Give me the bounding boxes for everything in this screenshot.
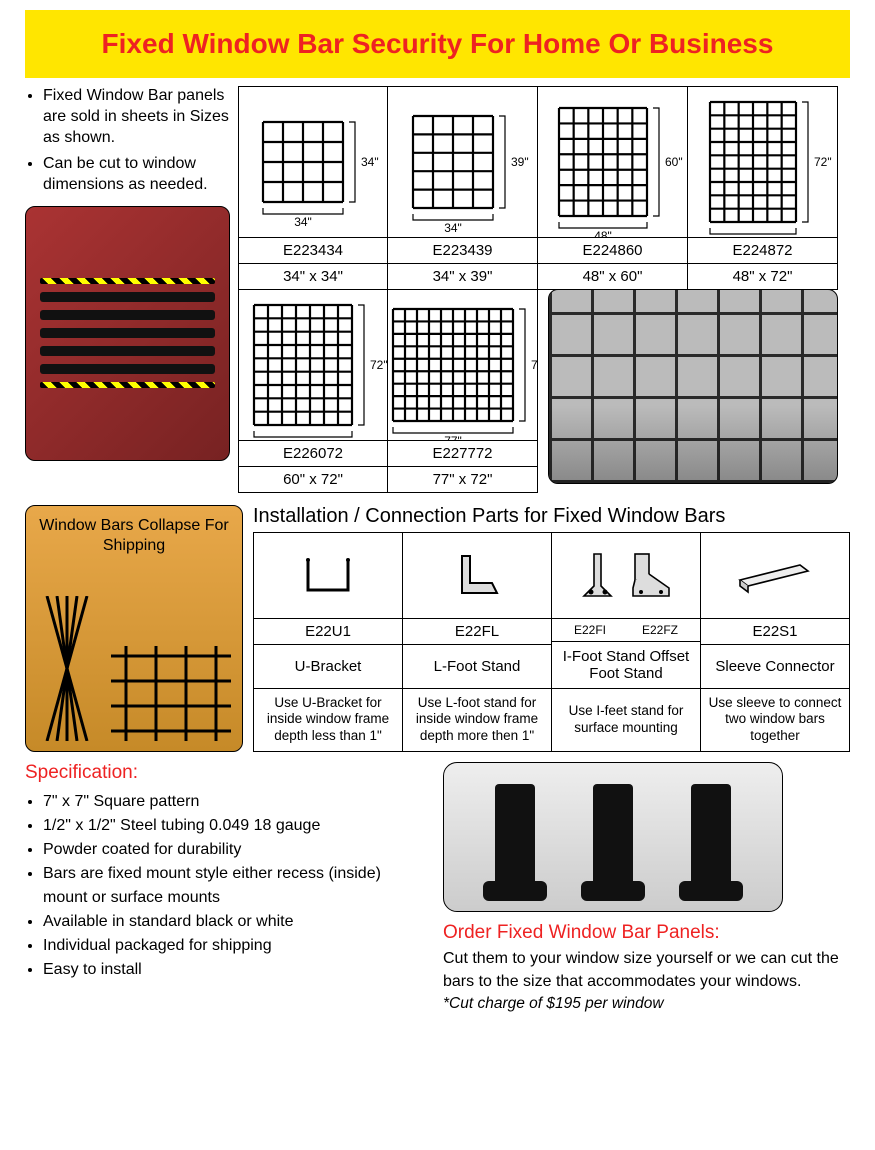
product-size: 34" x 39"	[388, 263, 537, 289]
product-code: E223439	[388, 237, 537, 263]
mid-section: Window Bars Collapse For Shipping Instal…	[25, 505, 850, 753]
product-cell: 77" 72" E227772 77" x 72"	[388, 289, 538, 493]
product-diagram: 77" 72"	[388, 290, 537, 440]
order-text: Cut them to your window size yourself or…	[443, 948, 850, 993]
product-size: 48" x 72"	[688, 263, 837, 289]
product-cell: 48" 72" E224872 48" x 72"	[688, 86, 838, 290]
window-bar-photo	[25, 206, 230, 461]
product-row: 34" 34" E223434 34" x 34" 34" 39" E223439 …	[238, 86, 850, 290]
parts-column: E22FL L-Foot Stand Use L-foot stand for …	[403, 532, 552, 753]
product-row: 60" 72" E226072 60" x 72" 77" 72" E227772 …	[238, 289, 538, 493]
spec-item: Available in standard black or white	[43, 910, 425, 934]
spec-title: Specification:	[25, 762, 425, 784]
intro-bullet: Fixed Window Bar panels are sold in shee…	[43, 86, 230, 148]
collapse-shipping-photo: Window Bars Collapse For Shipping	[25, 505, 243, 753]
product-code: E224860	[538, 237, 687, 263]
part-code: E22FL	[403, 618, 551, 644]
page-title: Fixed Window Bar Security For Home Or Bu…	[35, 28, 840, 60]
part-code: E22U1	[254, 618, 402, 644]
svg-text:60": 60"	[665, 155, 683, 169]
svg-text:72": 72"	[370, 358, 387, 372]
intro-bullets: Fixed Window Bar panels are sold in shee…	[25, 86, 230, 196]
feet-photo	[443, 762, 783, 912]
part-description: Use L-foot stand for inside window frame…	[403, 688, 551, 752]
order-column: Order Fixed Window Bar Panels: Cut them …	[443, 762, 850, 1013]
svg-text:72": 72"	[814, 155, 832, 169]
product-code: E226072	[239, 440, 387, 466]
part-description: Use I-feet stand for surface mounting	[552, 688, 700, 752]
parts-title: Installation / Connection Parts for Fixe…	[253, 505, 850, 528]
svg-text:34": 34"	[444, 221, 462, 235]
product-size: 34" x 34"	[239, 263, 387, 289]
foot-shape	[691, 784, 731, 899]
title-banner: Fixed Window Bar Security For Home Or Bu…	[25, 10, 850, 78]
svg-text:34": 34"	[294, 215, 312, 229]
product-size: 48" x 60"	[538, 263, 687, 289]
spec-item: 1/2" x 1/2" Steel tubing 0.049 18 gauge	[43, 814, 425, 838]
svg-text:60": 60"	[294, 438, 312, 440]
part-description: Use sleeve to connect two window bars to…	[701, 688, 849, 752]
part-name: U-Bracket	[254, 644, 402, 688]
order-note: *Cut charge of $195 per window	[443, 995, 850, 1013]
page: Fixed Window Bar Security For Home Or Bu…	[0, 0, 875, 1038]
svg-text:48": 48"	[744, 235, 762, 237]
part-icon	[701, 533, 849, 618]
collapse-caption: Window Bars Collapse For Shipping	[36, 516, 232, 556]
part-name: L-Foot Stand	[403, 644, 551, 688]
parts-column: E22FIE22FZ I-Foot Stand Offset Foot Stan…	[552, 532, 701, 753]
top-section: Fixed Window Bar panels are sold in shee…	[25, 86, 850, 493]
product-diagram: 34" 34"	[239, 87, 387, 237]
part-icon	[403, 533, 551, 618]
svg-text:77": 77"	[444, 434, 462, 440]
parts-column: E22S1 Sleeve Connector Use sleeve to con…	[701, 532, 850, 753]
product-cell: 34" 39" E223439 34" x 39"	[388, 86, 538, 290]
product-code: E223434	[239, 237, 387, 263]
part-description: Use U-Bracket for inside window frame de…	[254, 688, 402, 752]
intro-column: Fixed Window Bar panels are sold in shee…	[25, 86, 230, 493]
spec-list: 7" x 7" Square pattern1/2" x 1/2" Steel …	[25, 790, 425, 982]
product-cell: 60" 72" E226072 60" x 72"	[238, 289, 388, 493]
product-cell: 48" 60" E224860 48" x 60"	[538, 86, 688, 290]
spec-item: Individual packaged for shipping	[43, 934, 425, 958]
foot-shape	[593, 784, 633, 899]
spec-item: Bars are fixed mount style either recess…	[43, 862, 425, 910]
bottom-section: Specification: 7" x 7" Square pattern1/2…	[25, 762, 850, 1013]
part-code: E22FIE22FZ	[552, 618, 700, 641]
foot-shape	[495, 784, 535, 899]
intro-bullet: Can be cut to window dimensions as neede…	[43, 154, 230, 196]
part-code: E22S1	[701, 618, 849, 644]
svg-text:39": 39"	[511, 155, 529, 169]
product-size: 77" x 72"	[388, 466, 537, 492]
products-grid: 34" 34" E223434 34" x 34" 34" 39" E223439 …	[238, 86, 850, 493]
parts-table: E22U1 U-Bracket Use U-Bracket for inside…	[253, 532, 850, 753]
order-title: Order Fixed Window Bar Panels:	[443, 922, 850, 944]
part-icon	[552, 533, 700, 618]
svg-text:34": 34"	[361, 155, 379, 169]
svg-text:48": 48"	[594, 229, 612, 237]
installed-bars-photo	[548, 289, 838, 484]
product-diagram: 48" 60"	[538, 87, 687, 237]
product-diagram: 60" 72"	[239, 290, 387, 440]
part-icon	[254, 533, 402, 618]
svg-text:72": 72"	[531, 358, 537, 372]
product-code: E227772	[388, 440, 537, 466]
product-code: E224872	[688, 237, 837, 263]
collapse-illustration	[36, 564, 232, 742]
spec-item: 7" x 7" Square pattern	[43, 790, 425, 814]
part-name: Sleeve Connector	[701, 644, 849, 688]
parts-column: E22U1 U-Bracket Use U-Bracket for inside…	[253, 532, 403, 753]
product-size: 60" x 72"	[239, 466, 387, 492]
product-diagram: 34" 39"	[388, 87, 537, 237]
product-cell: 34" 34" E223434 34" x 34"	[238, 86, 388, 290]
specification-column: Specification: 7" x 7" Square pattern1/2…	[25, 762, 425, 1013]
parts-section: Installation / Connection Parts for Fixe…	[253, 505, 850, 753]
product-diagram: 48" 72"	[688, 87, 837, 237]
spec-item: Powder coated for durability	[43, 838, 425, 862]
spec-item: Easy to install	[43, 958, 425, 982]
product-row-2-wrap: 60" 72" E226072 60" x 72" 77" 72" E227772 …	[238, 289, 850, 493]
part-name: I-Foot Stand Offset Foot Stand	[552, 641, 700, 688]
